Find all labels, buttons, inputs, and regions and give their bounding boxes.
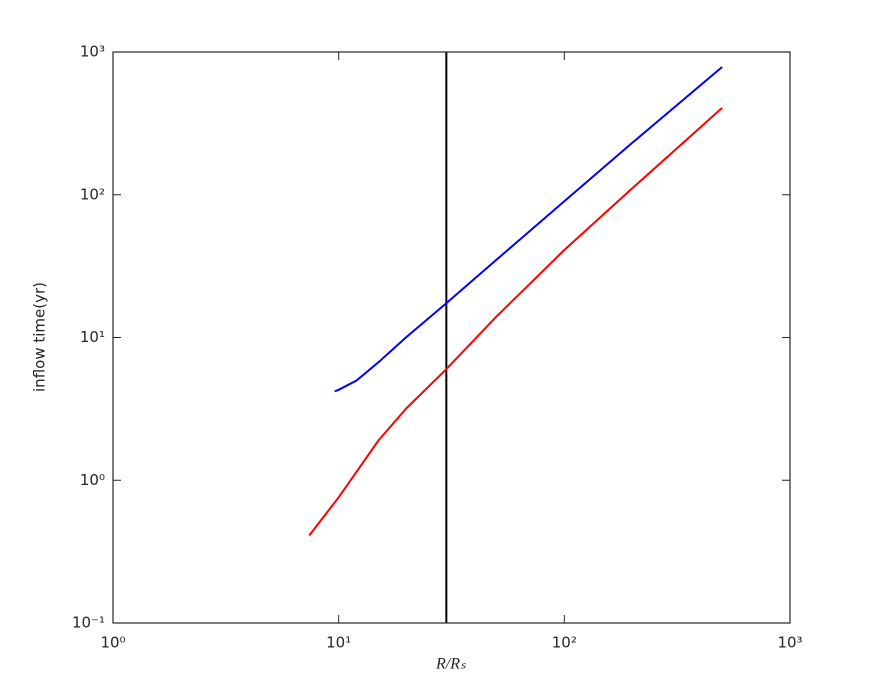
plot-frame	[112, 51, 791, 624]
x-tick-label: 10⁰	[100, 634, 125, 652]
x-axis-label: R/Rₛ	[435, 656, 467, 673]
x-tick-label: 10²	[552, 634, 577, 652]
y-tick-label: 10⁰	[80, 471, 105, 489]
x-tick-label: 10¹	[326, 634, 351, 652]
y-axis-label: inflow time(yr)	[31, 282, 49, 392]
series-line	[308, 107, 723, 537]
y-tick-label: 10¹	[80, 328, 105, 346]
x-tick-label: 10³	[777, 634, 802, 652]
y-tick-label: 10³	[80, 43, 105, 61]
y-tick-label: 10²	[80, 185, 105, 203]
series-line	[334, 66, 723, 393]
y-tick-label: 10⁻¹	[72, 614, 105, 632]
